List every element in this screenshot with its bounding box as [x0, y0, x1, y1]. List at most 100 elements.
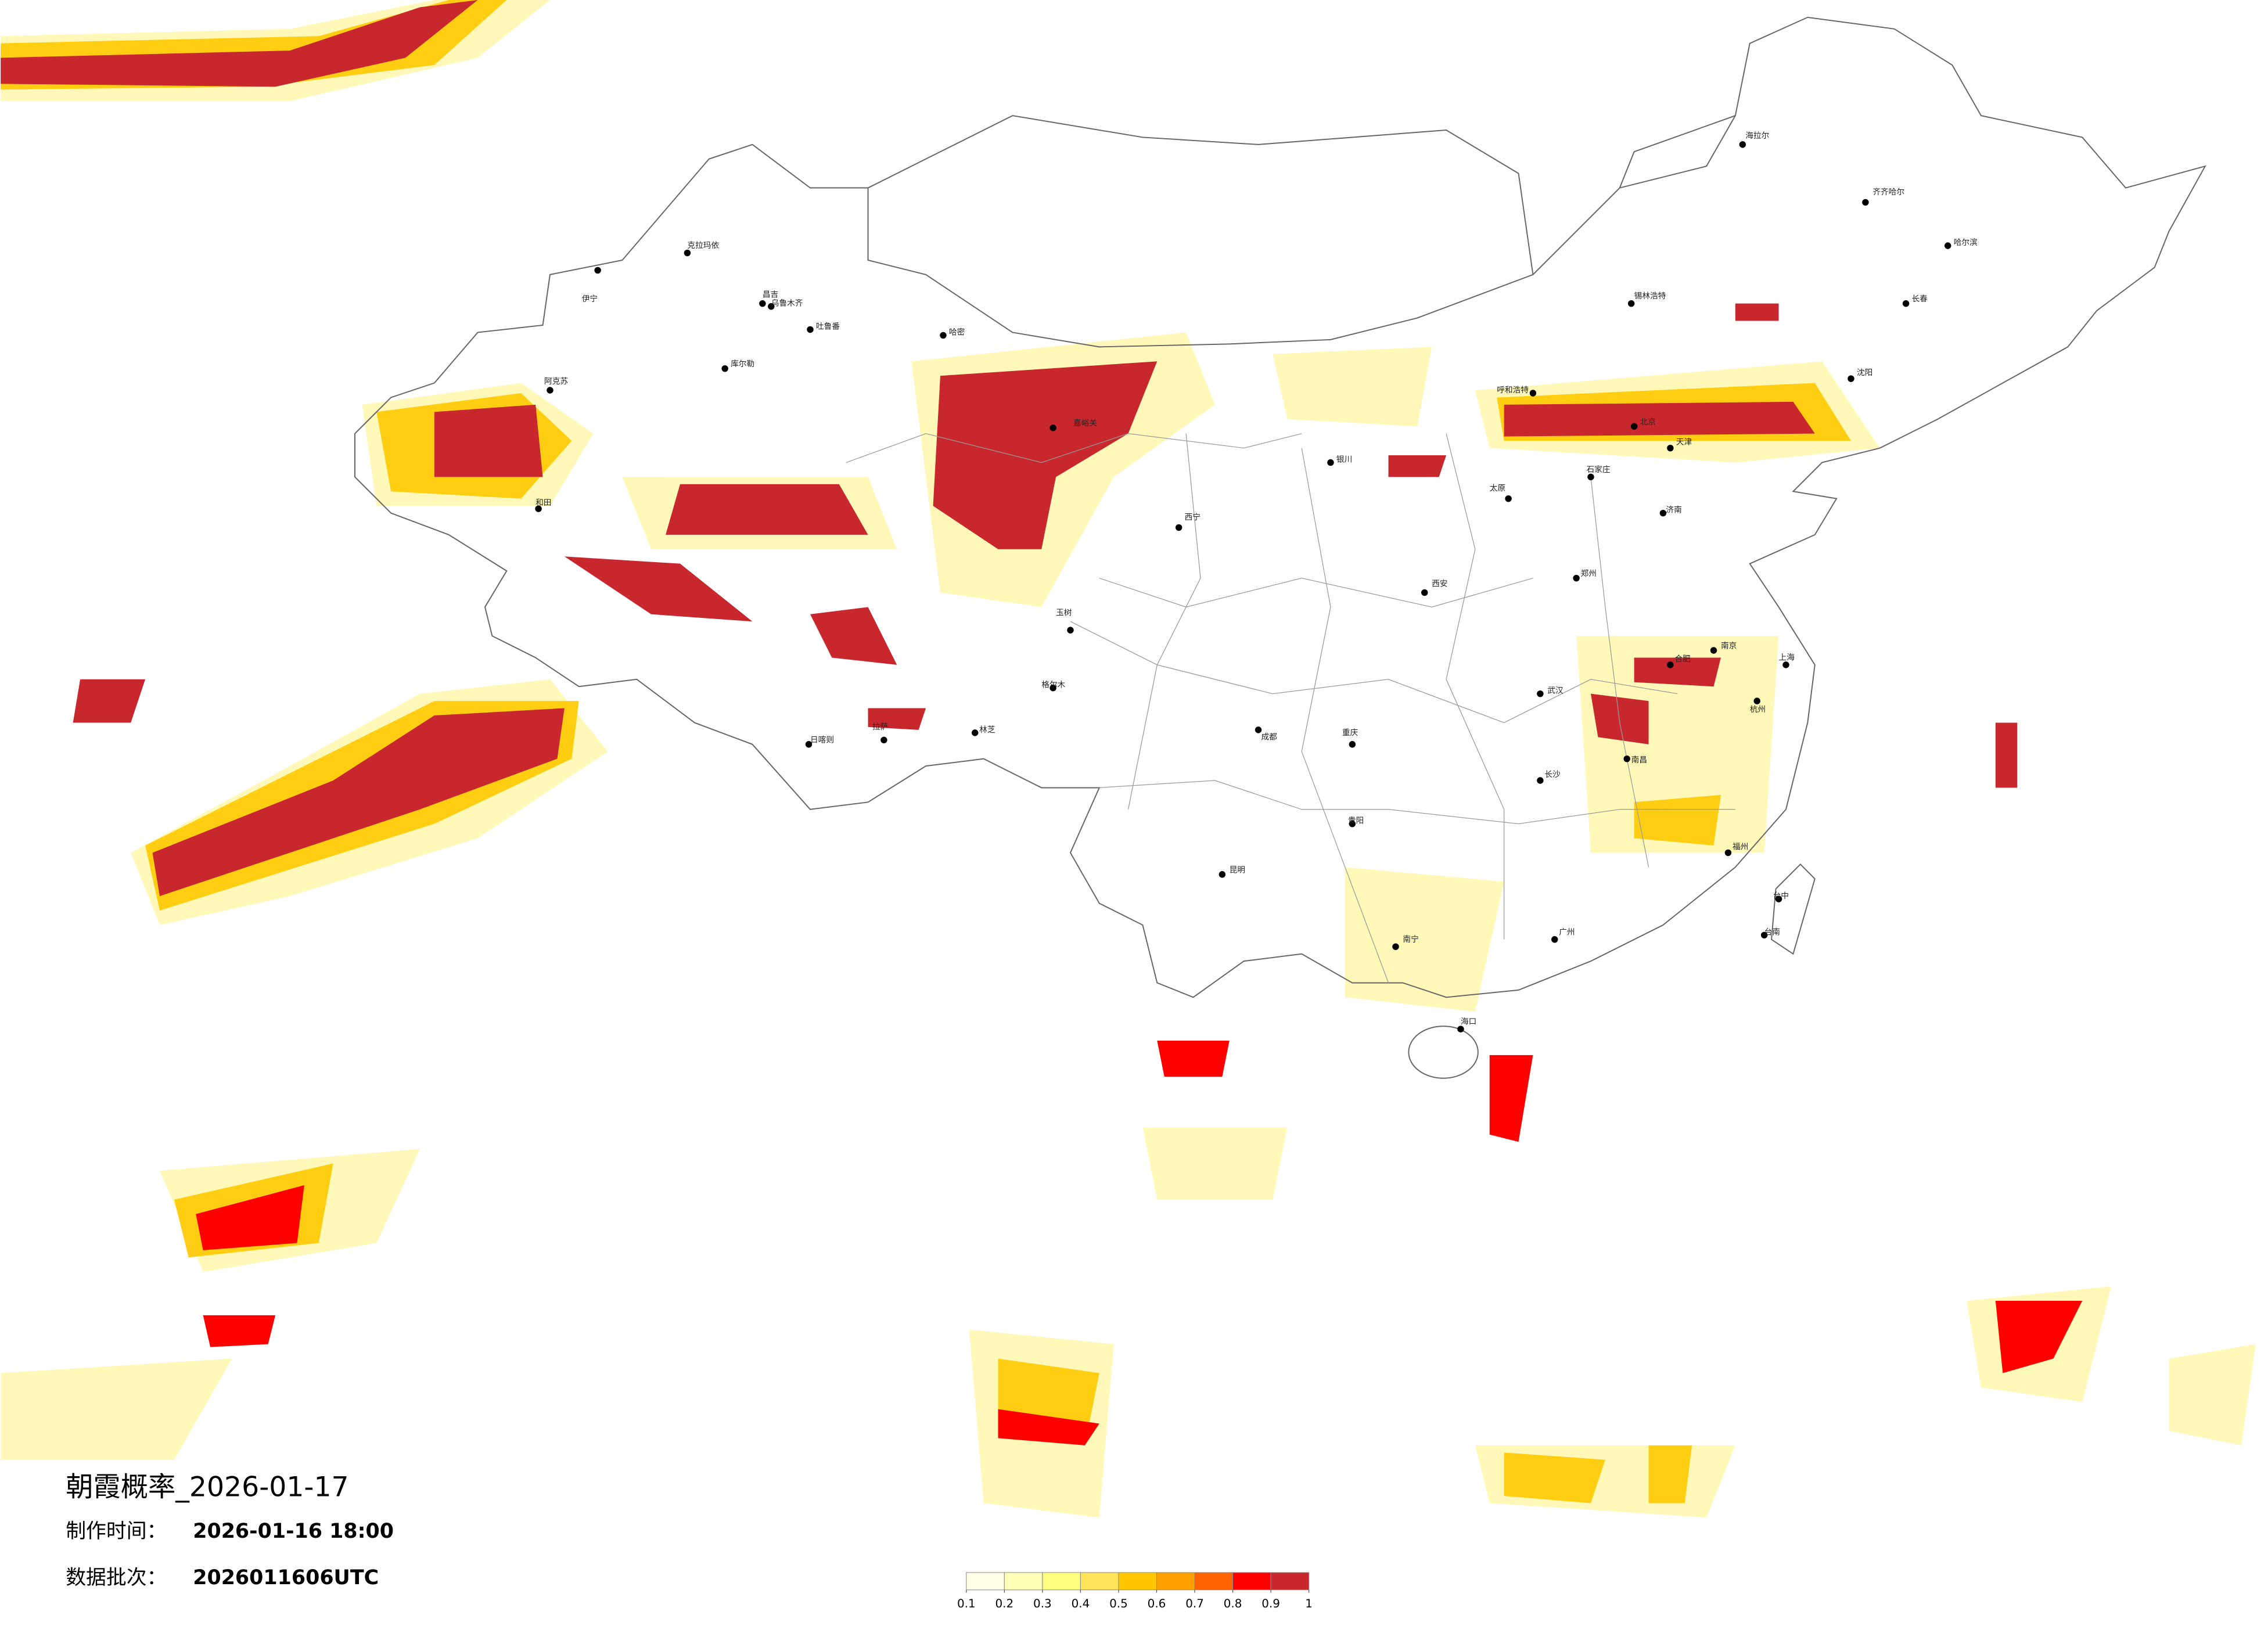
city-dot — [1862, 199, 1869, 206]
city-dot — [880, 736, 887, 744]
city-label: 阿克苏 — [544, 377, 568, 386]
city-dot — [1349, 741, 1356, 748]
city-dot — [1457, 1026, 1464, 1033]
colorbar-tick-label: 0.8 — [1224, 1597, 1242, 1610]
batch-label: 数据批次： — [66, 1566, 167, 1589]
city-dot — [1667, 661, 1674, 668]
colorbar-tick-label: 0.3 — [1033, 1597, 1052, 1610]
city-dot — [1627, 300, 1635, 307]
city-label: 台南 — [1764, 927, 1780, 937]
city-dot — [1739, 141, 1746, 148]
city-dot — [1775, 895, 1782, 902]
map-title: 朝霞概率_2026-01-17 — [66, 1472, 348, 1503]
city-label: 昌吉 — [763, 290, 778, 300]
city-dot — [805, 741, 813, 748]
city-dot — [1505, 495, 1512, 502]
colorbar: 0.1 0.2 0.3 0.4 0.5 0.6 0.7 0.8 0.9 1 — [957, 1572, 1313, 1610]
city-dot — [1848, 375, 1854, 382]
colorbar-bin — [1042, 1572, 1081, 1591]
colorbar-tick-label: 0.7 — [1185, 1597, 1204, 1610]
colorbar-bin — [1156, 1572, 1195, 1591]
city-label: 贵阳 — [1348, 816, 1364, 826]
city-dot — [1529, 390, 1537, 397]
city-label: 日喀则 — [810, 735, 834, 744]
city-label: 合肥 — [1674, 654, 1691, 664]
city-dot — [1753, 697, 1760, 704]
city-dot — [1902, 300, 1910, 307]
colorbar-tick-label: 0.2 — [995, 1597, 1013, 1610]
city-label: 上海 — [1779, 653, 1795, 662]
city-label: 南宁 — [1403, 934, 1418, 944]
city-dot — [1392, 943, 1399, 950]
city-dot — [1667, 444, 1674, 452]
city-dot — [1760, 931, 1768, 939]
city-dot — [1710, 647, 1717, 654]
colorbar-bin — [1118, 1572, 1157, 1591]
city-dot — [1349, 820, 1356, 828]
city-label: 郑州 — [1581, 569, 1597, 578]
city-label: 太原 — [1490, 484, 1505, 493]
city-label: 福州 — [1733, 842, 1748, 851]
city-label: 台中 — [1773, 891, 1789, 901]
city-dot — [807, 326, 814, 333]
city-dot — [1327, 459, 1334, 466]
colorbar-bin — [966, 1572, 1005, 1591]
made-time-value: 2026-01-16 18:00 — [193, 1520, 394, 1543]
taiwan — [1771, 863, 1816, 955]
city-dot — [1049, 424, 1056, 431]
colorbar-bin — [1004, 1572, 1043, 1591]
city-label: 伊宁 — [582, 294, 598, 304]
city-label: 海拉尔 — [1745, 131, 1769, 141]
city-label: 济南 — [1666, 506, 1681, 515]
city-dot — [1421, 589, 1428, 596]
city-label: 天津 — [1676, 438, 1692, 447]
city-label: 吐鲁番 — [816, 322, 840, 331]
city-dot — [1049, 684, 1056, 692]
city-label: 拉萨 — [872, 722, 888, 732]
city-label: 杭州 — [1750, 705, 1766, 714]
city-label: 沈阳 — [1857, 368, 1872, 377]
city-label: 林芝 — [979, 725, 995, 735]
city-label: 南昌 — [1631, 756, 1647, 765]
made-time-label: 制作时间： — [66, 1520, 167, 1543]
city-dot — [721, 365, 728, 372]
city-label: 海口 — [1461, 1017, 1476, 1027]
city-dot — [1537, 690, 1544, 697]
city-label: 石家庄 — [1587, 465, 1611, 474]
city-label: 库尔勒 — [731, 359, 754, 369]
city-label: 武汉 — [1547, 686, 1563, 696]
city-labels: 伊宁 克拉玛依 昌吉 乌鲁木齐 吐鲁番 哈密 库尔勒 阿克苏 和田 嘉峪关 格尔… — [535, 131, 1978, 1033]
colorbar-tick-label: 0.1 — [957, 1597, 976, 1610]
city-dot — [940, 332, 947, 339]
city-label: 北京 — [1640, 418, 1656, 427]
city-label: 昆明 — [1230, 865, 1245, 875]
city-label: 齐齐哈尔 — [1872, 188, 1904, 197]
mongolia-border — [868, 115, 1736, 275]
city-label: 长沙 — [1544, 770, 1561, 779]
city-dot — [1724, 849, 1732, 857]
city-label: 乌鲁木齐 — [771, 299, 803, 308]
country-borders — [354, 16, 2206, 1079]
city-label: 西安 — [1432, 580, 1447, 589]
hainan — [1408, 1026, 1479, 1079]
city-dot — [1782, 661, 1789, 668]
city-dot — [1255, 726, 1262, 733]
city-dot — [768, 303, 775, 310]
colorbar-bin — [1194, 1572, 1234, 1591]
colorbar-bin — [1270, 1572, 1310, 1591]
city-dot — [1067, 627, 1074, 634]
colorbar-tick-label: 0.6 — [1148, 1597, 1166, 1610]
colorbar-tick-label: 0.5 — [1109, 1597, 1128, 1610]
city-dot — [971, 729, 979, 736]
city-dot — [1630, 423, 1638, 430]
city-dot — [1623, 755, 1630, 762]
city-label: 银川 — [1336, 455, 1352, 464]
china-border — [354, 16, 2206, 998]
city-label: 成都 — [1261, 732, 1278, 742]
city-dot — [1659, 509, 1667, 517]
city-dot — [594, 267, 601, 274]
city-label: 格尔木 — [1041, 681, 1065, 690]
city-label: 南京 — [1721, 642, 1737, 651]
city-dot — [1537, 777, 1544, 784]
